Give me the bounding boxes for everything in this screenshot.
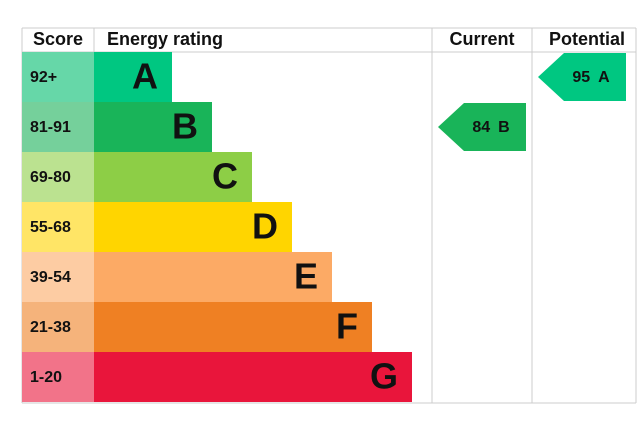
- band-letter: C: [212, 156, 238, 197]
- rating-bar: [94, 352, 412, 402]
- rating-header: Energy rating: [107, 29, 223, 49]
- current-arrow: [438, 103, 526, 151]
- current-letter: B: [498, 119, 510, 136]
- score-range: 55-68: [30, 219, 71, 236]
- band-letter: G: [370, 356, 398, 397]
- band-letter: F: [336, 306, 358, 347]
- current-score: 84: [472, 119, 490, 136]
- potential-letter: A: [598, 69, 610, 86]
- score-range: 81-91: [30, 119, 71, 136]
- potential-score: 95: [572, 69, 590, 86]
- score-cell: [22, 302, 94, 352]
- current-header: Current: [449, 29, 514, 49]
- score-cell: [22, 52, 94, 102]
- rating-bar: [94, 302, 372, 352]
- band-letter: A: [132, 56, 158, 97]
- score-cell: [22, 252, 94, 302]
- band-letter: E: [294, 256, 318, 297]
- band-letter: D: [252, 206, 278, 247]
- score-header: Score: [33, 29, 83, 49]
- score-range: 69-80: [30, 169, 71, 186]
- rating-bar: [94, 102, 212, 152]
- current-label: 84 B: [472, 119, 509, 136]
- score-cell: [22, 102, 94, 152]
- score-range: 39-54: [30, 269, 71, 286]
- band-letter: B: [172, 106, 198, 147]
- rating-bar: [94, 152, 252, 202]
- score-cell: [22, 352, 94, 402]
- score-cell: [22, 202, 94, 252]
- score-range: 1-20: [30, 369, 62, 386]
- rating-bar: [94, 252, 332, 302]
- potential-label: 95 A: [572, 69, 610, 86]
- potential-header: Potential: [549, 29, 625, 49]
- potential-arrow: [538, 53, 626, 101]
- rating-bar: [94, 52, 172, 102]
- rating-bar: [94, 202, 292, 252]
- score-range: 21-38: [30, 319, 71, 336]
- score-range: 92+: [30, 69, 57, 86]
- score-cell: [22, 152, 94, 202]
